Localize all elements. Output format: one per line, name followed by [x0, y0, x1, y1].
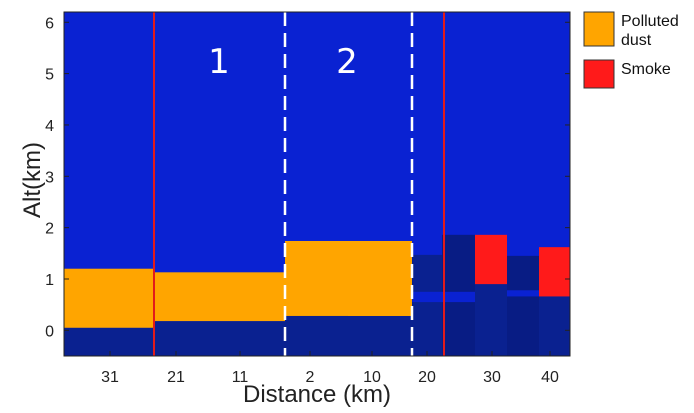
- polluted-dust-layer: [64, 268, 153, 328]
- smoke-layer: [475, 234, 507, 285]
- x-tick-label: 31: [101, 369, 119, 386]
- polluted-dust-layer: [285, 240, 412, 316]
- y-axis-title: Alt(km): [19, 142, 46, 218]
- plot-frame: [63, 11, 571, 357]
- x-tick-label: 2: [306, 369, 315, 386]
- legend-swatch: [583, 59, 615, 89]
- y-tick-label: 4: [45, 118, 54, 135]
- legend-label: Polluted: [621, 13, 679, 30]
- x-tick-label: 40: [541, 369, 559, 386]
- aerosol-region: [507, 255, 539, 356]
- x-axis-title: Distance (km): [243, 381, 391, 408]
- y-tick-label: 1: [45, 272, 54, 289]
- smoke-layer: [539, 247, 570, 297]
- legend: Polluted dust Smoke: [583, 11, 679, 89]
- ground-layer: [64, 327, 153, 356]
- legend-label: dust: [621, 32, 652, 49]
- y-tick-label: 0: [45, 323, 54, 340]
- aerosol-gap: [507, 290, 539, 297]
- x-tick-label: 21: [167, 369, 185, 386]
- legend-swatch: [583, 11, 615, 47]
- x-tick-label: 30: [483, 369, 501, 386]
- ground-layer: [153, 321, 285, 356]
- polluted-dust-layer: [348, 309, 412, 316]
- x-tick-label: 20: [418, 369, 436, 386]
- y-tick-label: 3: [45, 169, 54, 186]
- segment-label: 1: [208, 42, 230, 82]
- aerosol-region: [412, 254, 442, 356]
- y-axis: 0 1 2 3 4 5 6: [45, 15, 570, 340]
- x-tick-label: 11: [232, 369, 249, 386]
- x-axis: 31 21 11 2 10 20 30 40: [101, 351, 559, 386]
- legend-label: Smoke: [621, 61, 671, 78]
- y-tick-label: 2: [45, 221, 54, 238]
- y-tick-label: 6: [45, 15, 54, 32]
- x-tick-label: 10: [363, 369, 381, 386]
- ground-layer: [285, 309, 412, 356]
- polluted-dust-layer: [153, 272, 285, 322]
- segment-label: 2: [336, 42, 358, 82]
- y-tick-label: 5: [45, 67, 54, 84]
